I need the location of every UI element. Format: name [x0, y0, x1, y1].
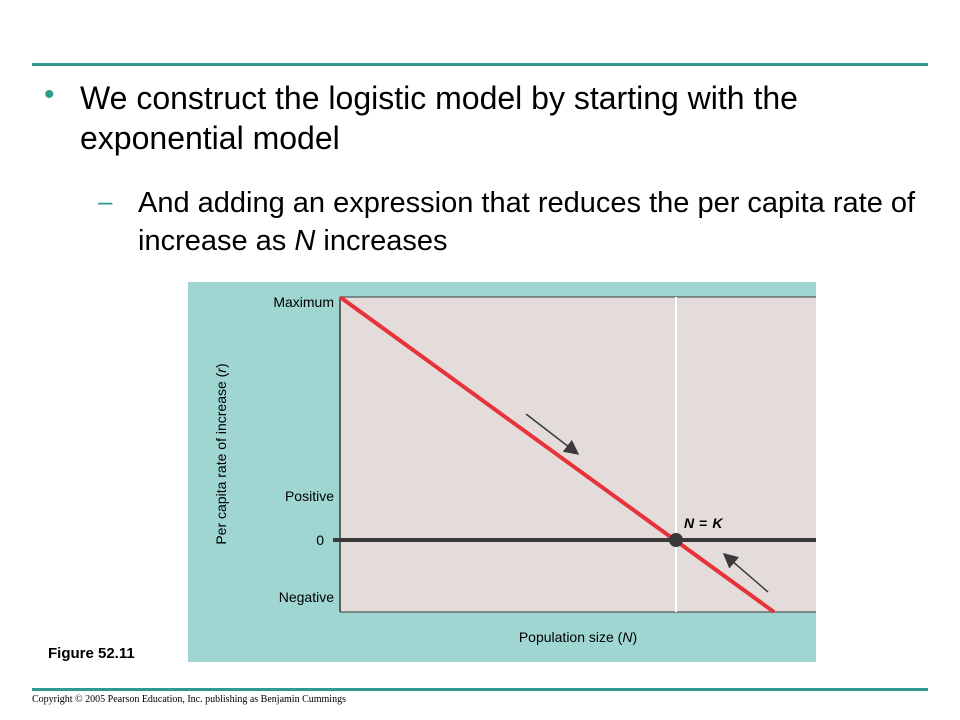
- sub-bullet-text-prefix: And adding an expression that reduces th…: [138, 187, 916, 257]
- y-axis-label-var: r: [213, 367, 229, 373]
- x-axis-label-prefix: Population size (: [519, 629, 623, 645]
- y-tick-negative: Negative: [279, 589, 334, 605]
- y-axis-label-prefix: Per capita rate of increase (: [213, 372, 229, 544]
- bottom-rule: [32, 688, 928, 691]
- y-axis-label-suffix: ): [213, 363, 229, 368]
- bullet-text: We construct the logistic model by start…: [80, 80, 798, 156]
- x-axis-label: Population size (N): [519, 629, 637, 645]
- equilibrium-point: [669, 533, 683, 547]
- decrease-arrow: [525, 413, 580, 455]
- rate-line: [338, 295, 776, 614]
- x-axis-label-var: N: [622, 629, 633, 645]
- annotation-lhs: N: [684, 515, 695, 531]
- sub-bullet-var: N: [294, 225, 316, 257]
- plot-area: [340, 297, 816, 612]
- sub-bullet-dash: –: [98, 186, 113, 216]
- increase-arrow: [722, 553, 769, 593]
- y-tick-maximum: Maximum: [273, 294, 334, 310]
- y-tick-zero: 0: [316, 532, 324, 548]
- annotation-rhs: K: [712, 515, 723, 531]
- top-rule: [32, 63, 928, 66]
- y-axis-label: Per capita rate of increase (r): [213, 363, 229, 544]
- figure-label: Figure 52.11: [48, 645, 135, 662]
- logistic-rate-figure: Maximum Positive 0 Negative Per capita r…: [188, 282, 816, 662]
- bullet-dot: •: [44, 78, 55, 111]
- carrying-capacity-label: N = K: [684, 515, 723, 531]
- sub-bullet-text: And adding an expression that reduces th…: [138, 184, 928, 260]
- copyright-text: Copyright © 2005 Pearson Education, Inc.…: [32, 694, 346, 705]
- y-tick-positive: Positive: [285, 488, 334, 504]
- sub-bullet-text-suffix: increases: [315, 225, 448, 257]
- annotation-op: =: [699, 515, 707, 531]
- x-axis-label-suffix: ): [632, 629, 637, 645]
